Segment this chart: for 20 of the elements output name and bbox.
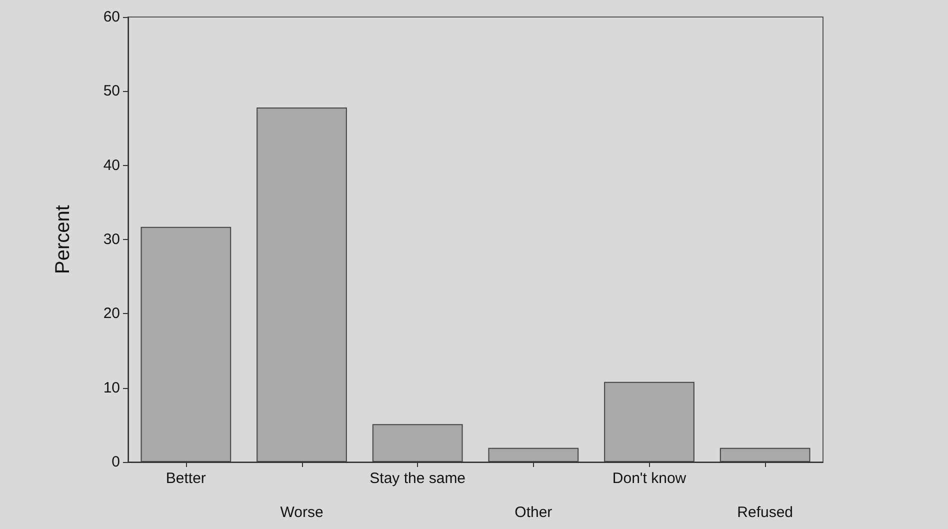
x-tick-label: Other — [514, 504, 552, 521]
bar — [488, 448, 579, 462]
y-tick-label: 10 — [103, 379, 120, 396]
y-axis-title: Percent — [52, 204, 74, 274]
y-tick-label: 0 — [112, 454, 120, 470]
bar — [140, 226, 232, 462]
x-tick-label: Don't know — [612, 470, 686, 487]
bar — [372, 424, 463, 462]
x-tick-label: Stay the same — [370, 470, 466, 487]
y-tick-label: 20 — [103, 305, 120, 322]
y-tick-label: 60 — [103, 8, 120, 26]
bar — [604, 382, 694, 462]
bar — [720, 448, 810, 462]
x-tick-label: Worse — [280, 504, 324, 521]
y-tick-label: 30 — [103, 231, 120, 248]
x-tick-label: Refused — [737, 504, 794, 521]
y-tick-label: 40 — [103, 156, 120, 174]
y-tick-label: 50 — [103, 82, 120, 100]
x-tick-label: Better — [166, 470, 206, 487]
bar — [256, 107, 347, 462]
